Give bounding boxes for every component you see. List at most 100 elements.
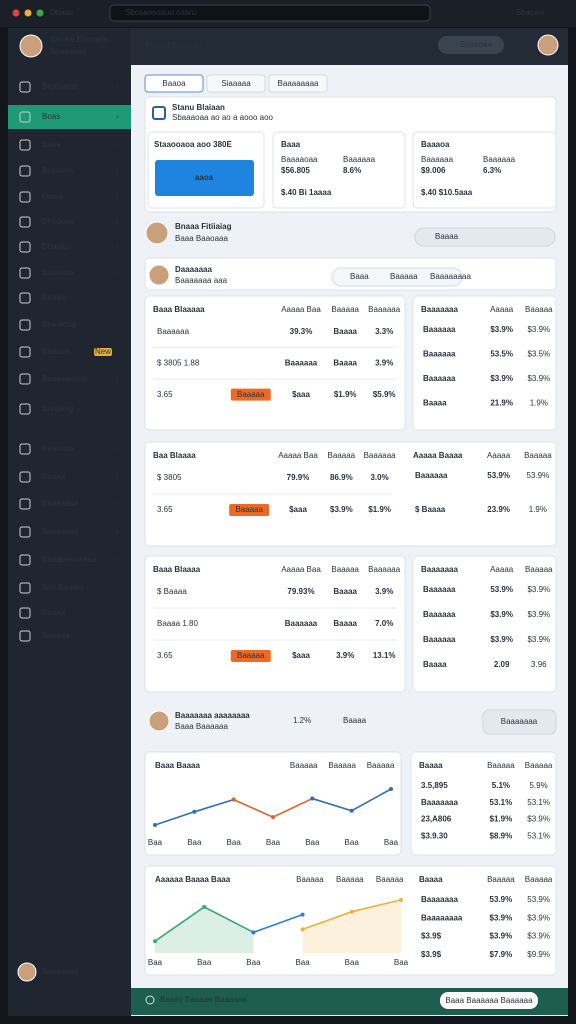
window-dot (12, 9, 20, 17)
nav-icon (19, 191, 31, 203)
nav-item[interactable]: Daoia (42, 192, 63, 201)
nav-chevron: › (116, 472, 119, 481)
nav-chevron: › (116, 140, 119, 149)
action-text[interactable]: Baaaaa (237, 651, 265, 660)
tag[interactable]: Baaa (350, 272, 369, 281)
row-value: Baaaaaa (285, 619, 318, 628)
nav-item[interactable]: Baaapaaaaaaa (42, 555, 97, 564)
col-header: Baaaaa (328, 761, 356, 770)
nav-item[interactable]: Bhauktaa (42, 320, 76, 329)
nav-icon (19, 241, 31, 253)
row-metric: $1.9% (368, 505, 391, 514)
nav-item[interactable]: Bhaopaa (42, 217, 75, 226)
button-text[interactable]: aaoa (195, 173, 214, 182)
nav-icon (19, 582, 31, 594)
nav-chevron: › (116, 374, 119, 383)
nav-chevron: › (116, 82, 119, 91)
button-text[interactable]: Baaaaaaa (501, 717, 538, 726)
action-button[interactable] (230, 388, 271, 401)
action-text[interactable]: Baaaaa (235, 505, 263, 514)
row-metric: 3.9% (336, 651, 354, 660)
primary-button[interactable] (155, 160, 254, 196)
select[interactable] (414, 227, 556, 247)
button-text[interactable]: Baaa Baaaaaa Baaaaaa (445, 996, 533, 1005)
row-metric: 23.9% (487, 505, 510, 514)
x-tick-label: Baa (384, 838, 399, 847)
section-name: Daaaaaaa (175, 265, 212, 274)
row-label: $ Baaaa (415, 505, 446, 514)
row-metric: 53.1% (527, 831, 550, 840)
tag[interactable]: Baaaaa (390, 272, 418, 281)
nav-chevron: › (116, 166, 119, 175)
avatar (145, 221, 169, 245)
nav-chevron: › (116, 268, 119, 277)
col-header: Aaaaa Baa (278, 451, 318, 460)
nav-chevron: › (116, 217, 119, 226)
col-header: Baaaaa (290, 761, 318, 770)
row-label: $ Baaaa (157, 587, 187, 596)
tab[interactable] (144, 74, 204, 93)
nav-item[interactable]: Bauaaaoaoa (42, 374, 88, 383)
address-bar[interactable] (109, 4, 431, 22)
row-label: 3.65 (157, 390, 173, 399)
nav-chevron: › (116, 444, 119, 453)
tab[interactable] (206, 74, 266, 93)
card-label: Staaooaoa aoo 380E (154, 140, 232, 149)
area (155, 906, 254, 953)
nav-item[interactable]: Baaaaaaa (42, 527, 79, 536)
col-header: Baaaaa (367, 761, 395, 770)
row-metric: $3.9% (527, 932, 550, 941)
nav-item[interactable]: Baaaa (42, 472, 66, 481)
row-metric: 53.9% (490, 585, 513, 594)
tag-group (331, 267, 463, 287)
row-label: Baaaaaa (157, 327, 190, 336)
nav-item[interactable]: Dbaoia (42, 242, 68, 251)
nav-item[interactable]: Baoa (42, 140, 61, 149)
nav-item[interactable]: Boas (42, 112, 60, 121)
search[interactable] (438, 36, 504, 54)
pill-button[interactable] (482, 709, 557, 735)
nav-item[interactable]: Baaaaa (42, 631, 70, 640)
tab[interactable] (268, 74, 328, 93)
col-header: Baaaaa (525, 761, 553, 770)
row-label: Baaaa (423, 399, 447, 408)
action-text[interactable]: Baaaaa (237, 390, 265, 399)
card (272, 131, 406, 209)
row-label: Baaaaaa (423, 585, 456, 594)
nav-item[interactable]: Beaaaaa (42, 444, 75, 453)
card (144, 555, 406, 693)
table-title: Baaaaaaa (421, 305, 458, 314)
footer-button[interactable] (440, 992, 538, 1009)
nav-item[interactable]: Beplaams (42, 82, 78, 91)
nav-icon (19, 526, 31, 538)
avatar (148, 264, 170, 286)
nav-icon (19, 165, 31, 177)
card (144, 751, 402, 856)
account: Sbacaw (516, 8, 545, 17)
nav-item[interactable]: Beaaia (42, 293, 67, 302)
profile-name: Bnaaa Fitiiaiag (175, 222, 232, 231)
nav-item[interactable]: Bauoaaa (42, 268, 75, 277)
nav-icon (19, 139, 31, 151)
row-metric: Baaaa (333, 587, 357, 596)
row-label: $ 3805 1.88 (157, 358, 200, 367)
nav-item[interactable]: Banpiing (42, 404, 73, 413)
point (153, 823, 157, 828)
action-button[interactable] (230, 650, 271, 662)
nav-item[interactable]: Baadaa (42, 347, 70, 356)
nav-icon (19, 471, 31, 483)
tag[interactable]: Baaaaaaaa (430, 272, 471, 281)
row-metric: $3.5% (527, 350, 550, 359)
select-text: Baaaa (435, 232, 459, 241)
nav-item[interactable]: Bae Baaiea (42, 583, 84, 592)
nav-icon (19, 346, 31, 358)
row-metric: $3.9% (490, 913, 513, 922)
nav-item[interactable]: Bosaoos (42, 166, 73, 175)
nav-item[interactable]: Baaaa (42, 608, 66, 617)
x-tick-label: Baa (266, 838, 281, 847)
nav-item[interactable]: Bnaaaaaa (42, 499, 79, 508)
nav-icon (19, 554, 31, 566)
action-button[interactable] (229, 504, 270, 516)
point (271, 815, 275, 820)
